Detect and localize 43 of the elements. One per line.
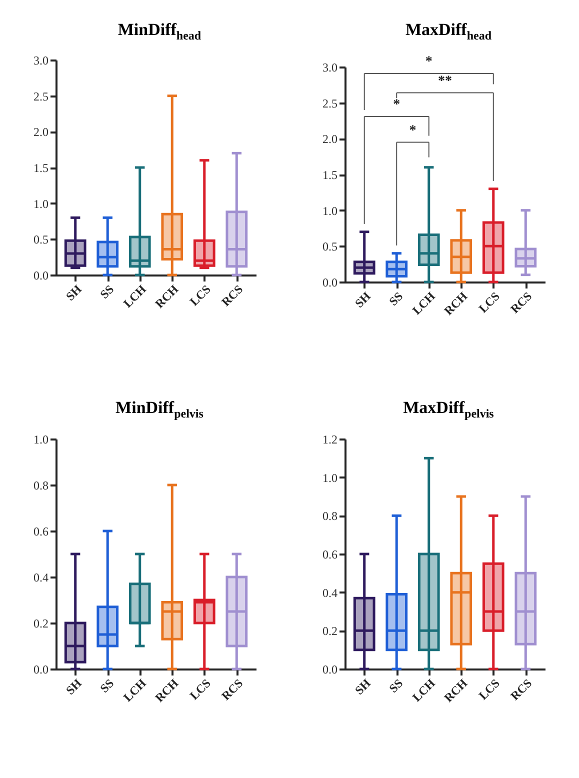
annotation: *	[393, 98, 400, 113]
y-tick-label: 0.8	[34, 478, 48, 492]
y-tick-label: 1.0	[34, 197, 48, 212]
x-tick-label: SS	[386, 676, 406, 696]
y-tick-label: 0.0	[34, 268, 48, 283]
x-tick-label: SH	[352, 675, 374, 698]
chart-title: MinDiff$_{pelvis}$	[116, 398, 204, 422]
chart-title: MinDiff$_{head}$	[118, 20, 202, 44]
y-tick-label: 2.5	[34, 90, 48, 104]
y-tick-label: 3.0	[34, 54, 48, 68]
x-tick-label: SH	[63, 282, 85, 304]
y-tick-label: 1.2	[322, 432, 338, 446]
y-tick-label: 0.0	[322, 662, 338, 676]
y-tick-label: 0.6	[34, 524, 48, 538]
x-tick-label: SS	[97, 282, 117, 302]
x-tick-label: SH	[63, 675, 85, 698]
y-tick-label: 2.0	[34, 126, 48, 140]
y-tick-label: 1.0	[322, 204, 338, 218]
annotation: *	[425, 54, 432, 70]
annotation: **	[438, 74, 452, 90]
chart-title: MaxDiff$_{head}$	[405, 20, 492, 44]
y-tick-label: 2.0	[322, 132, 338, 147]
y-tick-label: 0.4	[34, 570, 48, 584]
x-tick-label: SS	[97, 676, 117, 696]
x-tick-label: SH	[352, 289, 374, 311]
y-tick-label: 0.8	[322, 508, 338, 523]
chart-title: MaxDiff$_{pelvis}$	[403, 398, 494, 422]
y-tick-label: 1.0	[322, 470, 338, 485]
y-tick-label: 0.6	[322, 547, 338, 562]
x-tick-label: SS	[386, 289, 406, 309]
y-tick-label: 1.5	[322, 168, 338, 182]
y-tick-label: 3.0	[322, 60, 338, 75]
y-tick-label: 1.0	[34, 432, 48, 446]
y-tick-label: 2.5	[322, 96, 338, 111]
y-tick-label: 0.4	[322, 586, 338, 600]
y-tick-label: 0.0	[34, 662, 48, 676]
y-tick-label: 1.5	[34, 161, 48, 176]
y-tick-label: 0.5	[34, 233, 48, 248]
y-tick-label: 0.2	[34, 616, 48, 630]
y-tick-label: 0.5	[322, 240, 338, 254]
y-tick-label: 0.0	[322, 276, 338, 290]
annotation: *	[409, 124, 416, 139]
y-tick-label: 0.2	[322, 624, 338, 638]
